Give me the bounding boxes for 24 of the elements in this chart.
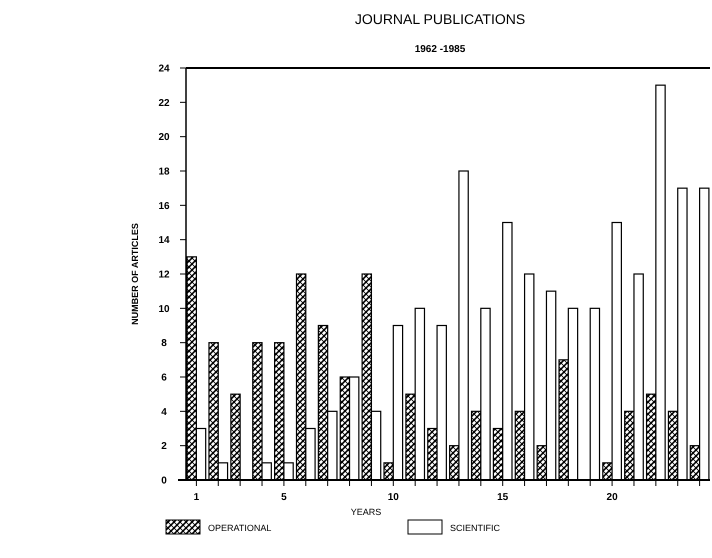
x-tick-label: 15 — [497, 492, 509, 503]
chart-title: JOURNAL PUBLICATIONS — [354, 11, 526, 27]
y-tick-label: 16 — [158, 200, 170, 212]
y-tick-label: 18 — [158, 166, 170, 178]
y-tick-label: 10 — [158, 304, 170, 315]
x-tick-label: 1 — [194, 492, 200, 503]
y-tick-label: 14 — [158, 235, 170, 246]
y-tick-label: 4 — [161, 406, 168, 418]
y-tick-label: 22 — [158, 98, 170, 109]
y-tick-label: 2 — [161, 441, 168, 452]
legend-label: SCIENTIFIC — [450, 523, 500, 533]
y-tick-label: 8 — [161, 338, 168, 350]
x-tick-label: 10 — [388, 492, 400, 503]
y-tick-label: 24 — [158, 64, 170, 74]
x-tick-label: 5 — [281, 492, 288, 503]
chart-subtitle: 1962 -1985 — [414, 44, 466, 55]
y-tick-label: 6 — [161, 372, 168, 384]
x-axis-title: YEARS — [350, 507, 382, 517]
y-tick-label: 20 — [158, 132, 170, 144]
y-tick-label: 0 — [161, 476, 168, 486]
x-tick-label: 20 — [606, 492, 618, 503]
y-axis-title: NUMBER OF ARTICLES — [130, 223, 140, 325]
legend-label: OPERATIONAL — [208, 523, 272, 533]
y-tick-label: 12 — [158, 270, 170, 280]
